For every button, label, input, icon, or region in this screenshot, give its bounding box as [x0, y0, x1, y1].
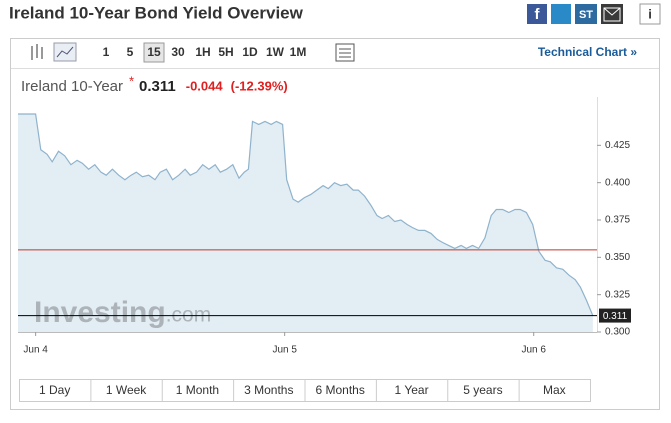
price-tag: [599, 308, 631, 323]
mail-icon[interactable]: [601, 4, 623, 24]
interval-selected: [143, 42, 165, 63]
facebook-icon[interactable]: [527, 4, 547, 24]
change: -0.044: [186, 78, 224, 93]
price-line: [18, 113, 594, 316]
y-tick-label: 0.300: [605, 327, 630, 338]
share-icons: f ST i: [527, 3, 661, 25]
range-button[interactable]: 6 Months: [316, 383, 365, 397]
range-button[interactable]: 1 Day: [39, 383, 70, 397]
twitter-icon[interactable]: [551, 4, 571, 24]
range-button[interactable]: 3 Months: [244, 383, 293, 397]
technical-chart-link[interactable]: Technical Chart »: [538, 45, 637, 59]
x-tick-label: Jun 6: [521, 345, 546, 356]
indicator-lines: [339, 48, 351, 58]
stocktwits-label: ST: [579, 9, 593, 21]
area-icon-line: [56, 46, 74, 58]
y-tick-label: 0.425: [605, 140, 630, 151]
y-tick-label: 0.375: [605, 215, 630, 226]
interval-button[interactable]: 15: [147, 45, 161, 59]
info-icon[interactable]: [639, 3, 661, 25]
interval-buttons: 1 5 15 30 1H 5H 1D 1W 1M: [103, 42, 307, 63]
range-buttons: 1 Day 1 Week 1 Month 3 Months 6 Months 1 Year…: [19, 379, 591, 402]
info-glyph: i: [648, 6, 652, 21]
y-tick-label: 0.400: [605, 177, 630, 188]
interval-button[interactable]: 1M: [290, 45, 307, 59]
interval-button[interactable]: 5: [127, 45, 134, 59]
interval-button[interactable]: 1W: [266, 45, 285, 59]
interval-button[interactable]: 1H: [195, 45, 210, 59]
quote-line: Ireland 10-Year * 0.311 -0.044 (-12.39%): [21, 73, 288, 95]
range-button[interactable]: 1 Month: [176, 383, 219, 397]
watermark-suffix: .com: [166, 304, 212, 327]
area-icon[interactable]: [53, 42, 77, 62]
chart: Investing .com 0.311 0.300 0.325 0.350 0.375 0.…: [18, 97, 631, 356]
range-button[interactable]: 1 Week: [106, 383, 147, 397]
last-price: 0.311: [139, 78, 176, 95]
range-button[interactable]: Max: [543, 383, 566, 397]
y-tick-label: 0.350: [605, 252, 630, 263]
facebook-glyph: f: [535, 6, 541, 23]
change-percent: (-12.39%): [231, 78, 288, 93]
realtime-star: *: [129, 73, 134, 88]
interval-button[interactable]: 1: [103, 45, 110, 59]
page-title: Ireland 10-Year Bond Yield Overview: [9, 3, 304, 22]
interval-button[interactable]: 1D: [242, 45, 258, 59]
stocktwits-icon[interactable]: [575, 4, 597, 24]
x-tick-label: Jun 4: [23, 345, 48, 356]
watermark-brand: Investing: [34, 296, 166, 329]
interval-button[interactable]: 30: [171, 45, 185, 59]
chart-type-icons: [31, 42, 355, 62]
interval-button[interactable]: 5H: [218, 45, 233, 59]
mail-glyph: [603, 7, 621, 22]
area-fill: [18, 114, 593, 332]
x-tick-label: Jun 5: [272, 345, 297, 356]
candle-icon[interactable]: [31, 44, 43, 60]
range-button[interactable]: 1 Year: [395, 383, 429, 397]
range-button[interactable]: 5 years: [463, 383, 502, 397]
instrument-name: Ireland 10-Year: [21, 78, 123, 95]
y-tick-label: 0.325: [605, 289, 630, 300]
price-tag-label: 0.311: [603, 311, 628, 322]
